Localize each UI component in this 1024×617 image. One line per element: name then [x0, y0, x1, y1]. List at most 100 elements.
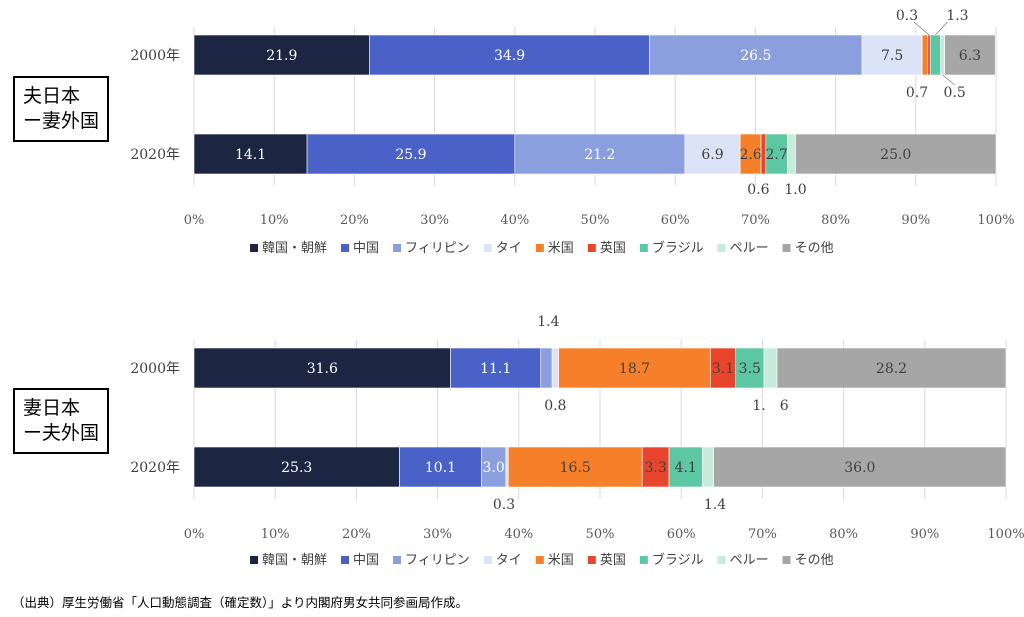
bar-segment: [507, 446, 643, 488]
category-label: 2000年: [130, 361, 180, 377]
data-label: 21.9: [266, 48, 297, 64]
legend-swatch: [393, 556, 402, 564]
bar-segment: [940, 34, 945, 76]
bar-segment: [861, 34, 923, 76]
data-label: 2.6: [739, 147, 761, 163]
legend-swatch: [782, 244, 791, 252]
x-tick-label: 80%: [829, 527, 858, 542]
panel-label-line-1: 妻日本: [23, 397, 81, 419]
data-label: 0.8: [544, 398, 566, 414]
bar-segment: [927, 34, 931, 76]
x-tick-label: 40%: [504, 527, 533, 542]
legend-label: ブラジル: [652, 552, 704, 568]
data-label: 0.3: [493, 497, 515, 513]
data-label: 0.7: [906, 85, 928, 101]
bar-segment: [921, 34, 929, 76]
legend-swatch: [250, 244, 258, 252]
x-tick-label: 50%: [586, 527, 615, 542]
data-label: 26.5: [740, 48, 771, 64]
data-label: 4.1: [675, 460, 697, 476]
legend-swatch: [639, 244, 648, 252]
bar-segment: [763, 347, 778, 389]
x-tick-label: 30%: [423, 527, 452, 542]
category-label: 2020年: [130, 147, 180, 163]
legend-label: その他: [795, 553, 834, 568]
x-tick-label: 60%: [667, 527, 696, 542]
legend-label: 中国: [353, 553, 379, 568]
data-label: 28.2: [876, 361, 907, 377]
bar-segment: [540, 347, 553, 389]
x-tick-label: 100%: [977, 213, 1014, 228]
x-tick-label: 0%: [184, 527, 205, 542]
legend-label: フィリピン: [405, 241, 470, 256]
legend-label: ペルー: [730, 241, 769, 256]
bar-segment: [193, 133, 308, 175]
x-tick-label: 70%: [741, 213, 770, 228]
legend-swatch: [250, 556, 258, 564]
data-label: 1. 6: [752, 398, 788, 414]
legend-label: 米国: [548, 553, 574, 568]
panel-label-wife-japan: 妻日本 ー夫外国: [13, 388, 110, 454]
x-tick-label: 10%: [260, 213, 289, 228]
legend-label: 米国: [548, 241, 574, 256]
bar-segment: [505, 446, 509, 488]
x-tick-label: 60%: [661, 213, 690, 228]
bar-segment: [481, 446, 507, 488]
legend-label: 韓国・朝鮮: [262, 553, 327, 568]
data-label: 0.6: [747, 182, 769, 198]
data-label: 10.1: [425, 460, 456, 476]
bar-segment: [193, 34, 370, 76]
panel-label-line-2: ー夫外国: [23, 422, 100, 444]
data-label: 31.6: [307, 361, 338, 377]
x-tick-label: 0%: [184, 213, 205, 228]
legend-swatch: [587, 244, 596, 252]
data-label: 1.4: [537, 314, 559, 330]
bar-segment: [929, 34, 941, 76]
data-label-leader: [913, 21, 930, 36]
x-tick-label: 70%: [748, 527, 777, 542]
bar-segment: [944, 34, 996, 76]
bar-segment: [710, 347, 736, 389]
legend-swatch: [341, 244, 350, 252]
x-tick-label: 50%: [581, 213, 610, 228]
data-label: 0.5: [944, 85, 966, 101]
legend-swatch: [639, 556, 648, 564]
bar-segment: [450, 347, 542, 389]
data-label-leader: [942, 74, 955, 86]
data-label: 14.1: [235, 147, 266, 163]
legend-label: タイ: [496, 241, 522, 256]
data-label: 34.9: [494, 48, 525, 64]
bar-segment: [514, 133, 686, 175]
legend-label: その他: [795, 241, 834, 256]
legend-swatch: [535, 556, 544, 564]
x-tick-label: 80%: [821, 213, 850, 228]
data-label: 36.0: [844, 460, 875, 476]
legend-label: 英国: [600, 553, 626, 568]
data-label: 18.7: [619, 361, 650, 377]
data-label: 3.0: [482, 460, 504, 476]
x-tick-label: 100%: [987, 527, 1024, 542]
legend-label: ペルー: [730, 553, 769, 568]
panel-label-line-1: 夫日本: [23, 85, 81, 107]
category-label: 2000年: [130, 48, 180, 64]
bar-segment: [795, 133, 997, 175]
data-label-leader: [935, 21, 948, 36]
bar-segment: [668, 446, 703, 488]
data-label: 6.9: [701, 147, 723, 163]
category-label: 2020年: [130, 460, 180, 476]
bar-segment: [702, 446, 714, 488]
legend-swatch: [483, 244, 492, 252]
data-label: 3.1: [712, 361, 734, 377]
data-label: 7.5: [881, 48, 903, 64]
x-tick-label: 30%: [420, 213, 449, 228]
data-label: 1.4: [704, 497, 726, 513]
source-note: （出典）厚生労働省「人口動態調査（確定数）」より内閣府男女共同参画局作成。: [12, 595, 469, 610]
data-label: 3.5: [739, 361, 761, 377]
panel-label-line-2: ー妻外国: [23, 110, 100, 132]
legend-swatch: [782, 556, 791, 564]
data-label: 1.3: [946, 8, 968, 24]
legend-swatch: [717, 556, 726, 564]
bar-segment: [306, 133, 516, 175]
bar-segment: [641, 446, 670, 488]
data-label: 0.3: [896, 8, 918, 24]
